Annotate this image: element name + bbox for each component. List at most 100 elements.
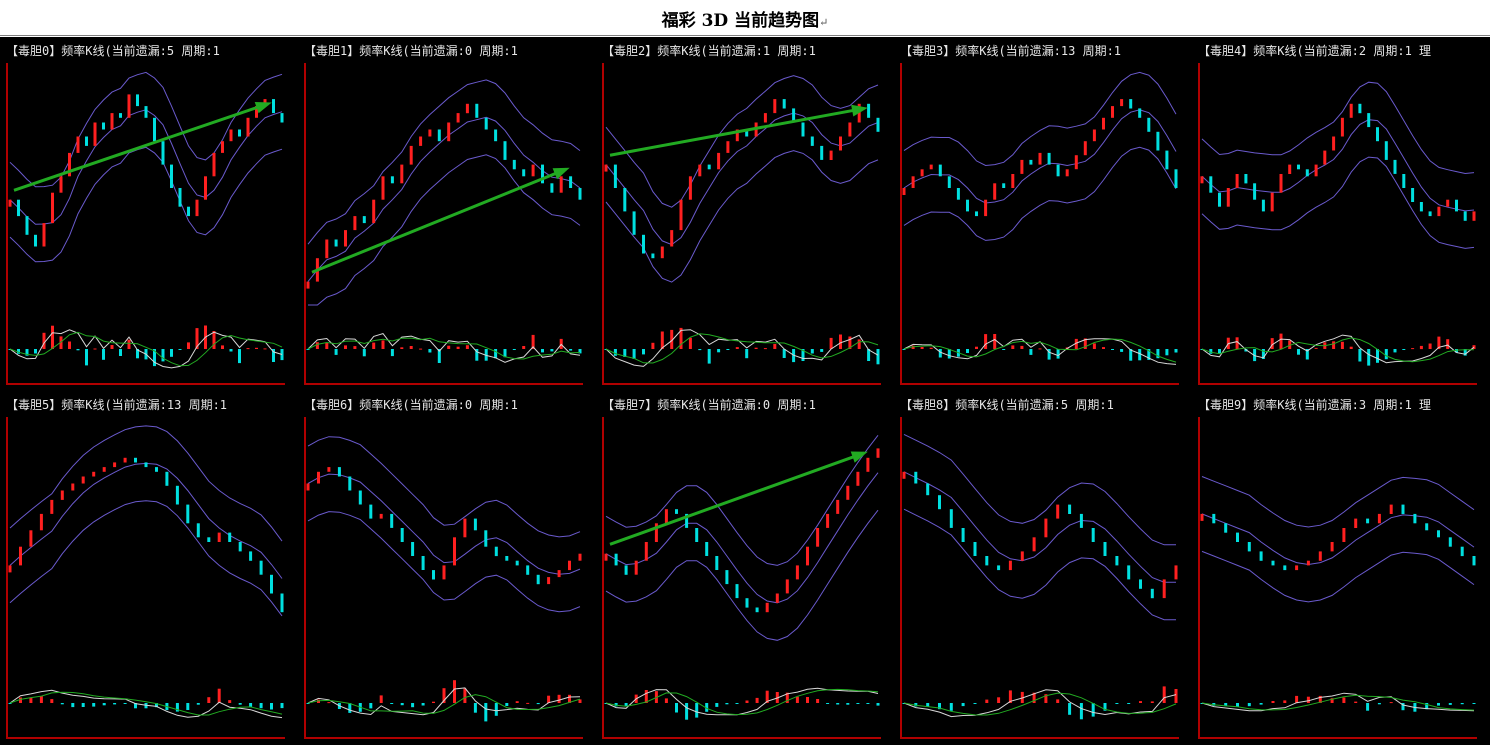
macd-bar xyxy=(1150,701,1154,703)
macd-bar xyxy=(29,697,33,703)
macd-bar xyxy=(795,696,799,703)
candle xyxy=(463,518,467,538)
chart-panel-6[interactable]: 【毒胆6】频率K线(当前遗漏:0 周期:1 xyxy=(298,391,596,745)
macd-bar xyxy=(568,694,571,703)
chart-panel-7[interactable]: 【毒胆7】频率K线(当前遗漏:0 周期:1 xyxy=(596,391,894,745)
chart-panel-4[interactable]: 【毒胆4】频率K线(当前遗漏:2 周期:1 理 xyxy=(1192,37,1490,391)
candle xyxy=(123,457,127,463)
upper-band-line xyxy=(9,71,283,188)
candle xyxy=(876,448,880,458)
candle xyxy=(280,113,284,123)
candle xyxy=(1419,202,1423,212)
candle xyxy=(369,504,373,519)
macd-bar xyxy=(1044,694,1048,703)
chart-panel-5[interactable]: 【毒胆5】频率K线(当前遗漏:13 周期:1 xyxy=(0,391,298,745)
macd-bar xyxy=(541,349,544,353)
macd-bar xyxy=(1032,692,1036,703)
macd-bar xyxy=(411,703,415,708)
macd-bar xyxy=(985,699,989,703)
candle xyxy=(557,570,561,578)
chart-panel-3[interactable]: 【毒胆3】频率K线(当前遗漏:13 周期:1 xyxy=(894,37,1192,391)
candle xyxy=(1295,565,1299,571)
macd-bar xyxy=(409,346,413,349)
candle xyxy=(1279,174,1283,193)
candle xyxy=(59,176,63,193)
candle xyxy=(993,183,997,200)
macd-bar xyxy=(51,325,54,349)
lower-band-line xyxy=(605,150,879,283)
macd-bar xyxy=(195,328,199,349)
candle xyxy=(1008,560,1012,571)
macd-bar xyxy=(473,703,477,713)
macd-bar xyxy=(522,346,526,349)
macd-bar xyxy=(536,703,540,705)
candle xyxy=(975,211,978,217)
candle xyxy=(688,176,692,200)
macd-bar xyxy=(315,342,319,349)
macd-bar xyxy=(1253,349,1257,362)
macd-bar xyxy=(196,703,200,705)
panel-header: 【毒胆2】频率K线(当前遗漏:1 周期:1 xyxy=(602,44,816,58)
macd-bar xyxy=(755,697,759,703)
macd-bar xyxy=(975,346,978,349)
macd-bar xyxy=(1283,700,1287,703)
dif-line xyxy=(903,338,1177,365)
candle xyxy=(1115,556,1119,566)
macd-bar xyxy=(920,347,924,349)
macd-bar xyxy=(229,349,233,352)
candle xyxy=(411,542,415,556)
chart-panel-1[interactable]: 【毒胆1】频率K线(当前遗漏:0 周期:1 xyxy=(298,37,596,391)
chart-panel-9[interactable]: 【毒胆9】频率K线(当前遗漏:3 周期:1 理 xyxy=(1192,391,1490,745)
macd-bar xyxy=(1111,349,1114,350)
candle xyxy=(801,122,805,137)
macd-bar xyxy=(929,347,933,349)
macd-bar xyxy=(255,347,258,349)
macd-bar xyxy=(1401,703,1405,711)
candle xyxy=(679,199,683,231)
candle xyxy=(1472,556,1476,566)
macd-bar xyxy=(447,345,451,349)
candle xyxy=(1092,129,1096,142)
macd-bar xyxy=(68,341,71,349)
candle xyxy=(34,234,37,247)
macd-bar xyxy=(660,331,664,349)
candle xyxy=(1083,141,1087,156)
macd-bar xyxy=(1460,703,1464,705)
macd-bar xyxy=(984,334,988,349)
macd-bar xyxy=(624,703,628,706)
candle xyxy=(161,141,165,165)
macd-bar xyxy=(1102,347,1105,349)
candle xyxy=(1389,504,1393,514)
candle xyxy=(512,159,516,170)
candle xyxy=(1283,565,1287,571)
dea-line xyxy=(903,338,1177,363)
candle xyxy=(1102,117,1105,130)
candle xyxy=(920,169,924,177)
candle xyxy=(1029,159,1033,165)
page-title: 福彩 3D 当前趋势图↵ xyxy=(0,6,1490,31)
candle xyxy=(76,136,80,153)
candle xyxy=(846,485,850,500)
macd-bar xyxy=(327,702,331,704)
macd-bar xyxy=(50,699,54,703)
kline-chart xyxy=(1200,81,1476,366)
candle xyxy=(51,192,54,224)
dea-line xyxy=(9,691,283,716)
chart-panel-2[interactable]: 【毒胆2】频率K线(当前遗漏:1 周期:1 xyxy=(596,37,894,391)
candle xyxy=(442,565,446,580)
chart-panel-8[interactable]: 【毒胆8】频率K线(当前遗漏:5 周期:1 xyxy=(894,391,1192,745)
dif-line xyxy=(307,333,581,363)
dif-line xyxy=(903,689,1177,718)
candle xyxy=(866,457,870,472)
candle xyxy=(1366,518,1370,524)
lower-band-line xyxy=(1201,156,1475,249)
candle xyxy=(144,462,148,468)
trend-arrow-head xyxy=(552,167,570,180)
macd-bar xyxy=(1425,703,1429,710)
kline-chart xyxy=(604,434,880,720)
candle xyxy=(795,565,799,580)
middle-band-line xyxy=(307,473,581,575)
macd-bar xyxy=(1448,703,1452,705)
chart-panel-0[interactable]: 【毒胆0】频率K线(当前遗漏:5 周期:1 xyxy=(0,37,298,391)
candle xyxy=(1139,579,1142,589)
